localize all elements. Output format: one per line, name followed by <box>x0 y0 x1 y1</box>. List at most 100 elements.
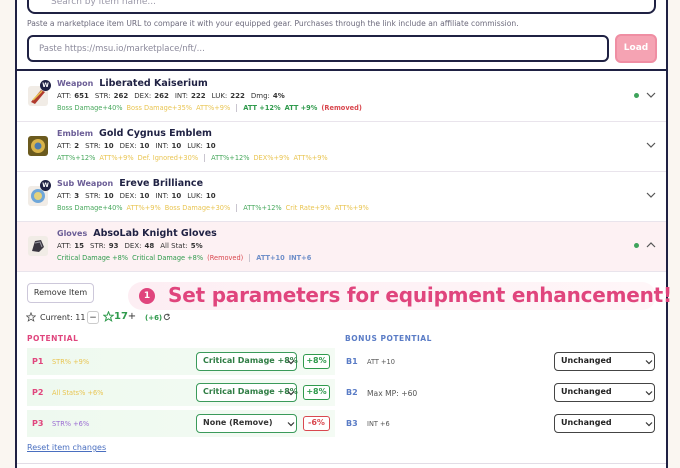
item-potentials: Boss Damage+40% Boss Damage+35% ATT%+9% ATT… <box>57 104 362 112</box>
bottom-divider <box>17 463 666 464</box>
stat-label: All Stat: <box>160 242 188 250</box>
separator <box>249 254 251 262</box>
stat-value: 222 <box>230 92 245 100</box>
item-icon <box>28 236 48 256</box>
search-input[interactable]: Search by item name... <box>27 0 656 14</box>
potential-line: Boss Damage+40% <box>57 104 123 112</box>
stat: INT: 10 <box>155 192 181 200</box>
stat: STR: 93 <box>90 242 118 250</box>
stat-label: STR: <box>94 92 111 100</box>
item-header: Emblem Gold Cygnus Emblem <box>57 128 212 139</box>
changed-dot <box>634 93 639 98</box>
stat-label: STR: <box>85 192 101 200</box>
potential-line: Critical Damage +8% <box>57 254 129 262</box>
stat-value: 4% <box>272 92 285 100</box>
select-arrow <box>287 360 295 365</box>
item-slot: Weapon <box>57 79 94 88</box>
item-row[interactable]: Emblem Gold Cygnus Emblem ATT: 2 STR: 10 DEX: 1… <box>17 122 666 172</box>
bonus-potential-line: ATT%+12% <box>211 154 250 162</box>
stat-value: 10 <box>103 142 114 150</box>
bonus-potential-line: ATT%+12% <box>243 204 282 212</box>
item-row[interactable]: W Sub Weapon Ereve Brilliance ATT: 3 STR: 10 DE… <box>17 172 666 222</box>
stat-label: LUK: <box>187 142 203 150</box>
current-star: Current: 11 <box>40 313 86 322</box>
stat: STR: 262 <box>95 92 128 100</box>
select-arrow <box>287 391 295 396</box>
potential-line: Boss Damage+35% <box>126 104 193 112</box>
stat: INT: 10 <box>155 142 181 150</box>
potential-line: Boss Damage+30% <box>164 204 231 212</box>
bonus-label: B2 <box>346 388 358 397</box>
item-row[interactable]: W Weapon Liberated Kaiserium ATT: 651 STR: 262… <box>17 72 666 122</box>
remove-item-button[interactable]: Remove Item <box>27 283 94 303</box>
target-star-icon <box>103 311 114 322</box>
stat-label: DEX: <box>134 92 152 100</box>
badge: W <box>40 80 51 91</box>
stat-value: 2 <box>74 142 80 150</box>
stat-value: 262 <box>154 92 169 100</box>
chevron <box>646 142 656 148</box>
separator <box>236 104 238 112</box>
potential-current: STR% +9% <box>52 358 90 366</box>
stat: DEX: 10 <box>120 142 150 150</box>
stat-value: 93 <box>108 242 119 250</box>
stat-label: INT: <box>155 192 169 200</box>
stat: LUK: 10 <box>187 142 215 150</box>
potential-title: POTENTIAL <box>27 334 79 343</box>
potential-select[interactable]: Critical Damage +8% <box>196 383 298 402</box>
change-badge: -6% <box>303 416 330 431</box>
load-button[interactable]: Load <box>615 34 657 63</box>
stat: STR: 10 <box>85 192 113 200</box>
select-arrow <box>287 422 295 427</box>
potential-label: P2 <box>32 388 44 397</box>
chevron <box>646 192 656 198</box>
bonus-select[interactable]: Unchanged <box>554 414 655 433</box>
separator <box>236 204 238 212</box>
minus-button[interactable]: − <box>87 311 99 324</box>
stat: LUK: 10 <box>187 192 215 200</box>
potential-line: ATT%+9% <box>196 104 231 112</box>
stat-label: STR: <box>85 142 101 150</box>
potential-select[interactable]: Critical Damage +8% <box>196 352 298 371</box>
potential-line: ATT%+9% <box>99 154 134 162</box>
stat-label: ATT: <box>57 192 72 200</box>
bonus-select[interactable]: Unchanged <box>554 352 655 371</box>
item-stats: ATT: 3 STR: 10 DEX: 10 INT: 10 LUK: 10 <box>57 192 216 200</box>
potential-select[interactable]: None (Remove) <box>196 414 297 433</box>
star-delta: (+6) <box>145 314 163 322</box>
stat-label: Dmg: <box>250 92 270 100</box>
stat-label: ATT: <box>57 142 72 150</box>
divider <box>15 69 668 71</box>
separator <box>204 154 206 162</box>
select-arrow <box>645 360 653 365</box>
stat-label: LUK: <box>211 92 228 100</box>
stat-label: ATT: <box>57 92 72 100</box>
bonus-potential-line: ATT +12% <box>243 104 281 112</box>
stat-value: 262 <box>113 92 129 100</box>
stat-label: INT: <box>174 92 189 100</box>
stat-label: ATT: <box>57 242 72 250</box>
bonus-current: ATT +10 <box>367 358 395 366</box>
bonus-select[interactable]: Unchanged <box>554 383 655 402</box>
stat-value: 10 <box>205 142 216 150</box>
potential-label: P1 <box>32 357 44 366</box>
potential-line: ATT%+12% <box>57 154 96 162</box>
plus-button[interactable]: + <box>127 311 137 322</box>
bonus-potential-line: (Removed) <box>321 104 362 112</box>
stat-value: 10 <box>139 192 150 200</box>
bonus-potential-line: ATT+10 <box>256 254 285 262</box>
url-placeholder: Paste https://msu.io/marketplace/nft/... <box>39 44 205 54</box>
reset-link[interactable]: Reset item changes <box>27 443 107 452</box>
chevron <box>646 92 656 98</box>
stat: STR: 10 <box>85 142 113 150</box>
change-badge: +8% <box>303 354 330 369</box>
bonus-label: B1 <box>346 357 358 366</box>
bonus-label: B3 <box>346 419 358 428</box>
item-row[interactable]: Gloves AbsoLab Knight Gloves ATT: 15 STR: 93 D… <box>17 222 666 272</box>
stat: ATT: 3 <box>57 192 79 200</box>
stat: All Stat: 5% <box>160 242 202 250</box>
search-placeholder: Search by item name... <box>51 0 156 7</box>
stat-label: DEX: <box>119 192 137 200</box>
url-input[interactable]: Paste https://msu.io/marketplace/nft/... <box>27 35 609 62</box>
